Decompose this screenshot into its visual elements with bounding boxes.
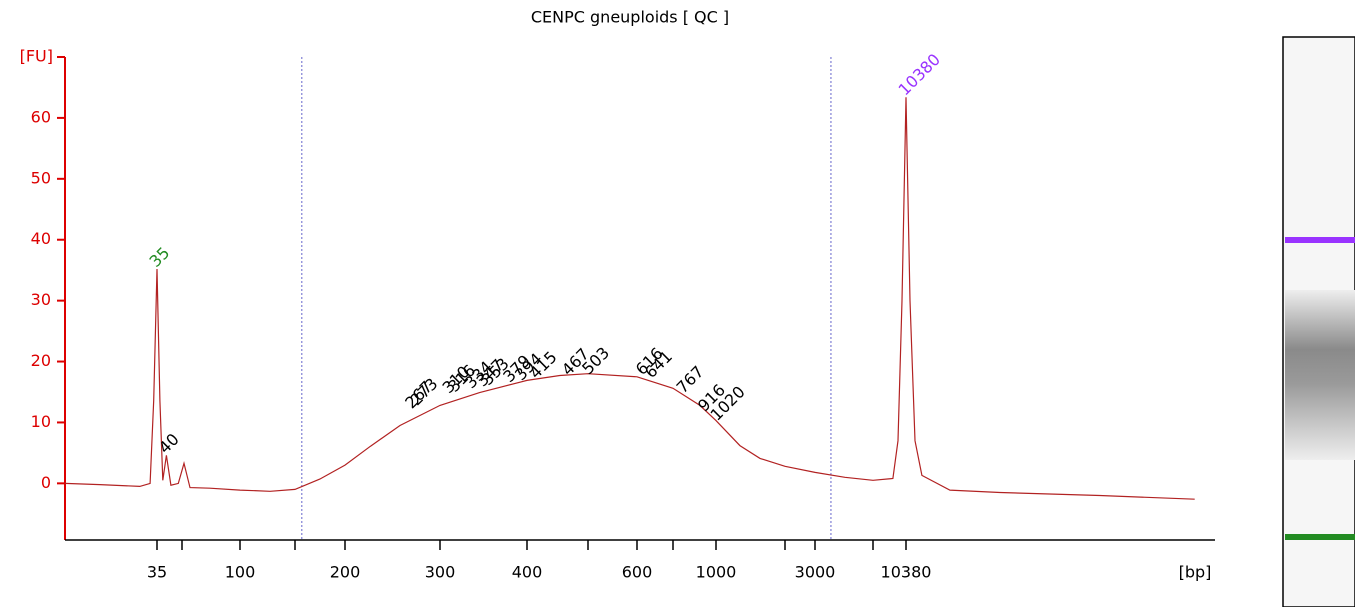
y-tick-label: 0	[41, 473, 51, 492]
y-tick-label: 40	[31, 229, 51, 248]
y-tick-label: 60	[31, 107, 51, 126]
y-tick-label: 20	[31, 351, 51, 370]
gel-lane	[1282, 36, 1355, 607]
y-tick-label: 10	[31, 412, 51, 431]
x-tick-label: 200	[330, 563, 361, 582]
peak-label: 35	[146, 243, 174, 271]
peak-label: 10380	[895, 50, 944, 99]
y-axis-label: [FU]	[20, 47, 53, 66]
x-tick-label: 1000	[696, 563, 737, 582]
x-tick-label: 35	[147, 563, 167, 582]
gel-upper-band	[1285, 237, 1355, 243]
gel-lower-band	[1285, 534, 1355, 540]
x-axis-label: [bp]	[1179, 563, 1212, 582]
trace	[64, 97, 1195, 500]
gel-smear	[1285, 290, 1355, 460]
x-tick-label: 3000	[795, 563, 836, 582]
chart-title: CENPC gneuploids [ QC ]	[531, 8, 729, 27]
x-tick-label: 600	[622, 563, 653, 582]
x-tick-label: 100	[225, 563, 256, 582]
y-tick-label: 50	[31, 168, 51, 187]
x-tick-label: 400	[512, 563, 543, 582]
x-tick-label: 10380	[881, 563, 932, 582]
peak-label: 40	[155, 430, 183, 458]
y-tick-label: 30	[31, 290, 51, 309]
x-tick-label: 300	[425, 563, 456, 582]
